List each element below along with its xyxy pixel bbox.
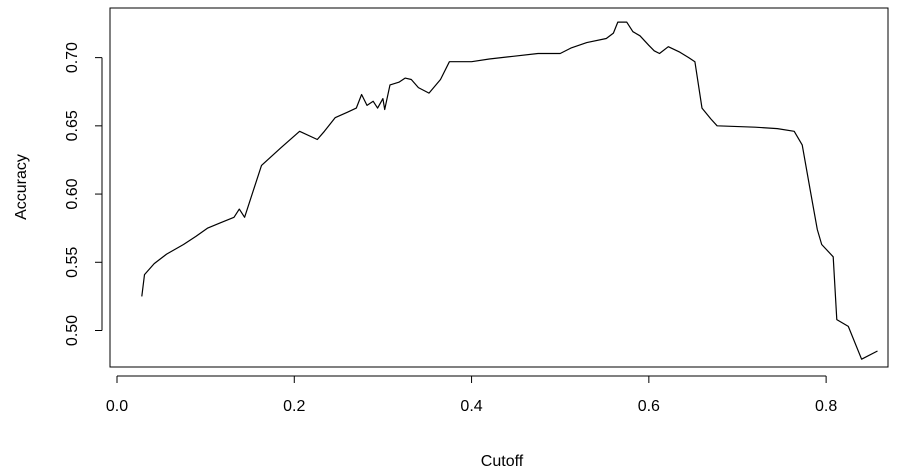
x-tick-label: 0.4	[460, 398, 482, 415]
x-tick-label: 0.8	[815, 398, 837, 415]
y-tick-label: 0.70	[64, 42, 81, 73]
x-tick-label: 0.6	[638, 398, 660, 415]
y-tick-label: 0.60	[64, 178, 81, 209]
x-axis-label: Cutoff	[481, 453, 524, 470]
x-tick-label: 0.0	[106, 398, 128, 415]
y-tick-label: 0.55	[64, 247, 81, 278]
x-axis: 0.0 0.2 0.4 0.6 0.8	[106, 375, 837, 415]
y-axis-label: Accuracy	[13, 154, 30, 220]
accuracy-line	[141, 21, 878, 360]
y-tick-label: 0.65	[64, 110, 81, 141]
y-axis: 0.50 0.55 0.60 0.65 0.70	[64, 42, 103, 346]
plot-frame	[109, 7, 889, 368]
y-tick-label: 0.50	[64, 315, 81, 346]
x-tick-label: 0.2	[283, 398, 305, 415]
